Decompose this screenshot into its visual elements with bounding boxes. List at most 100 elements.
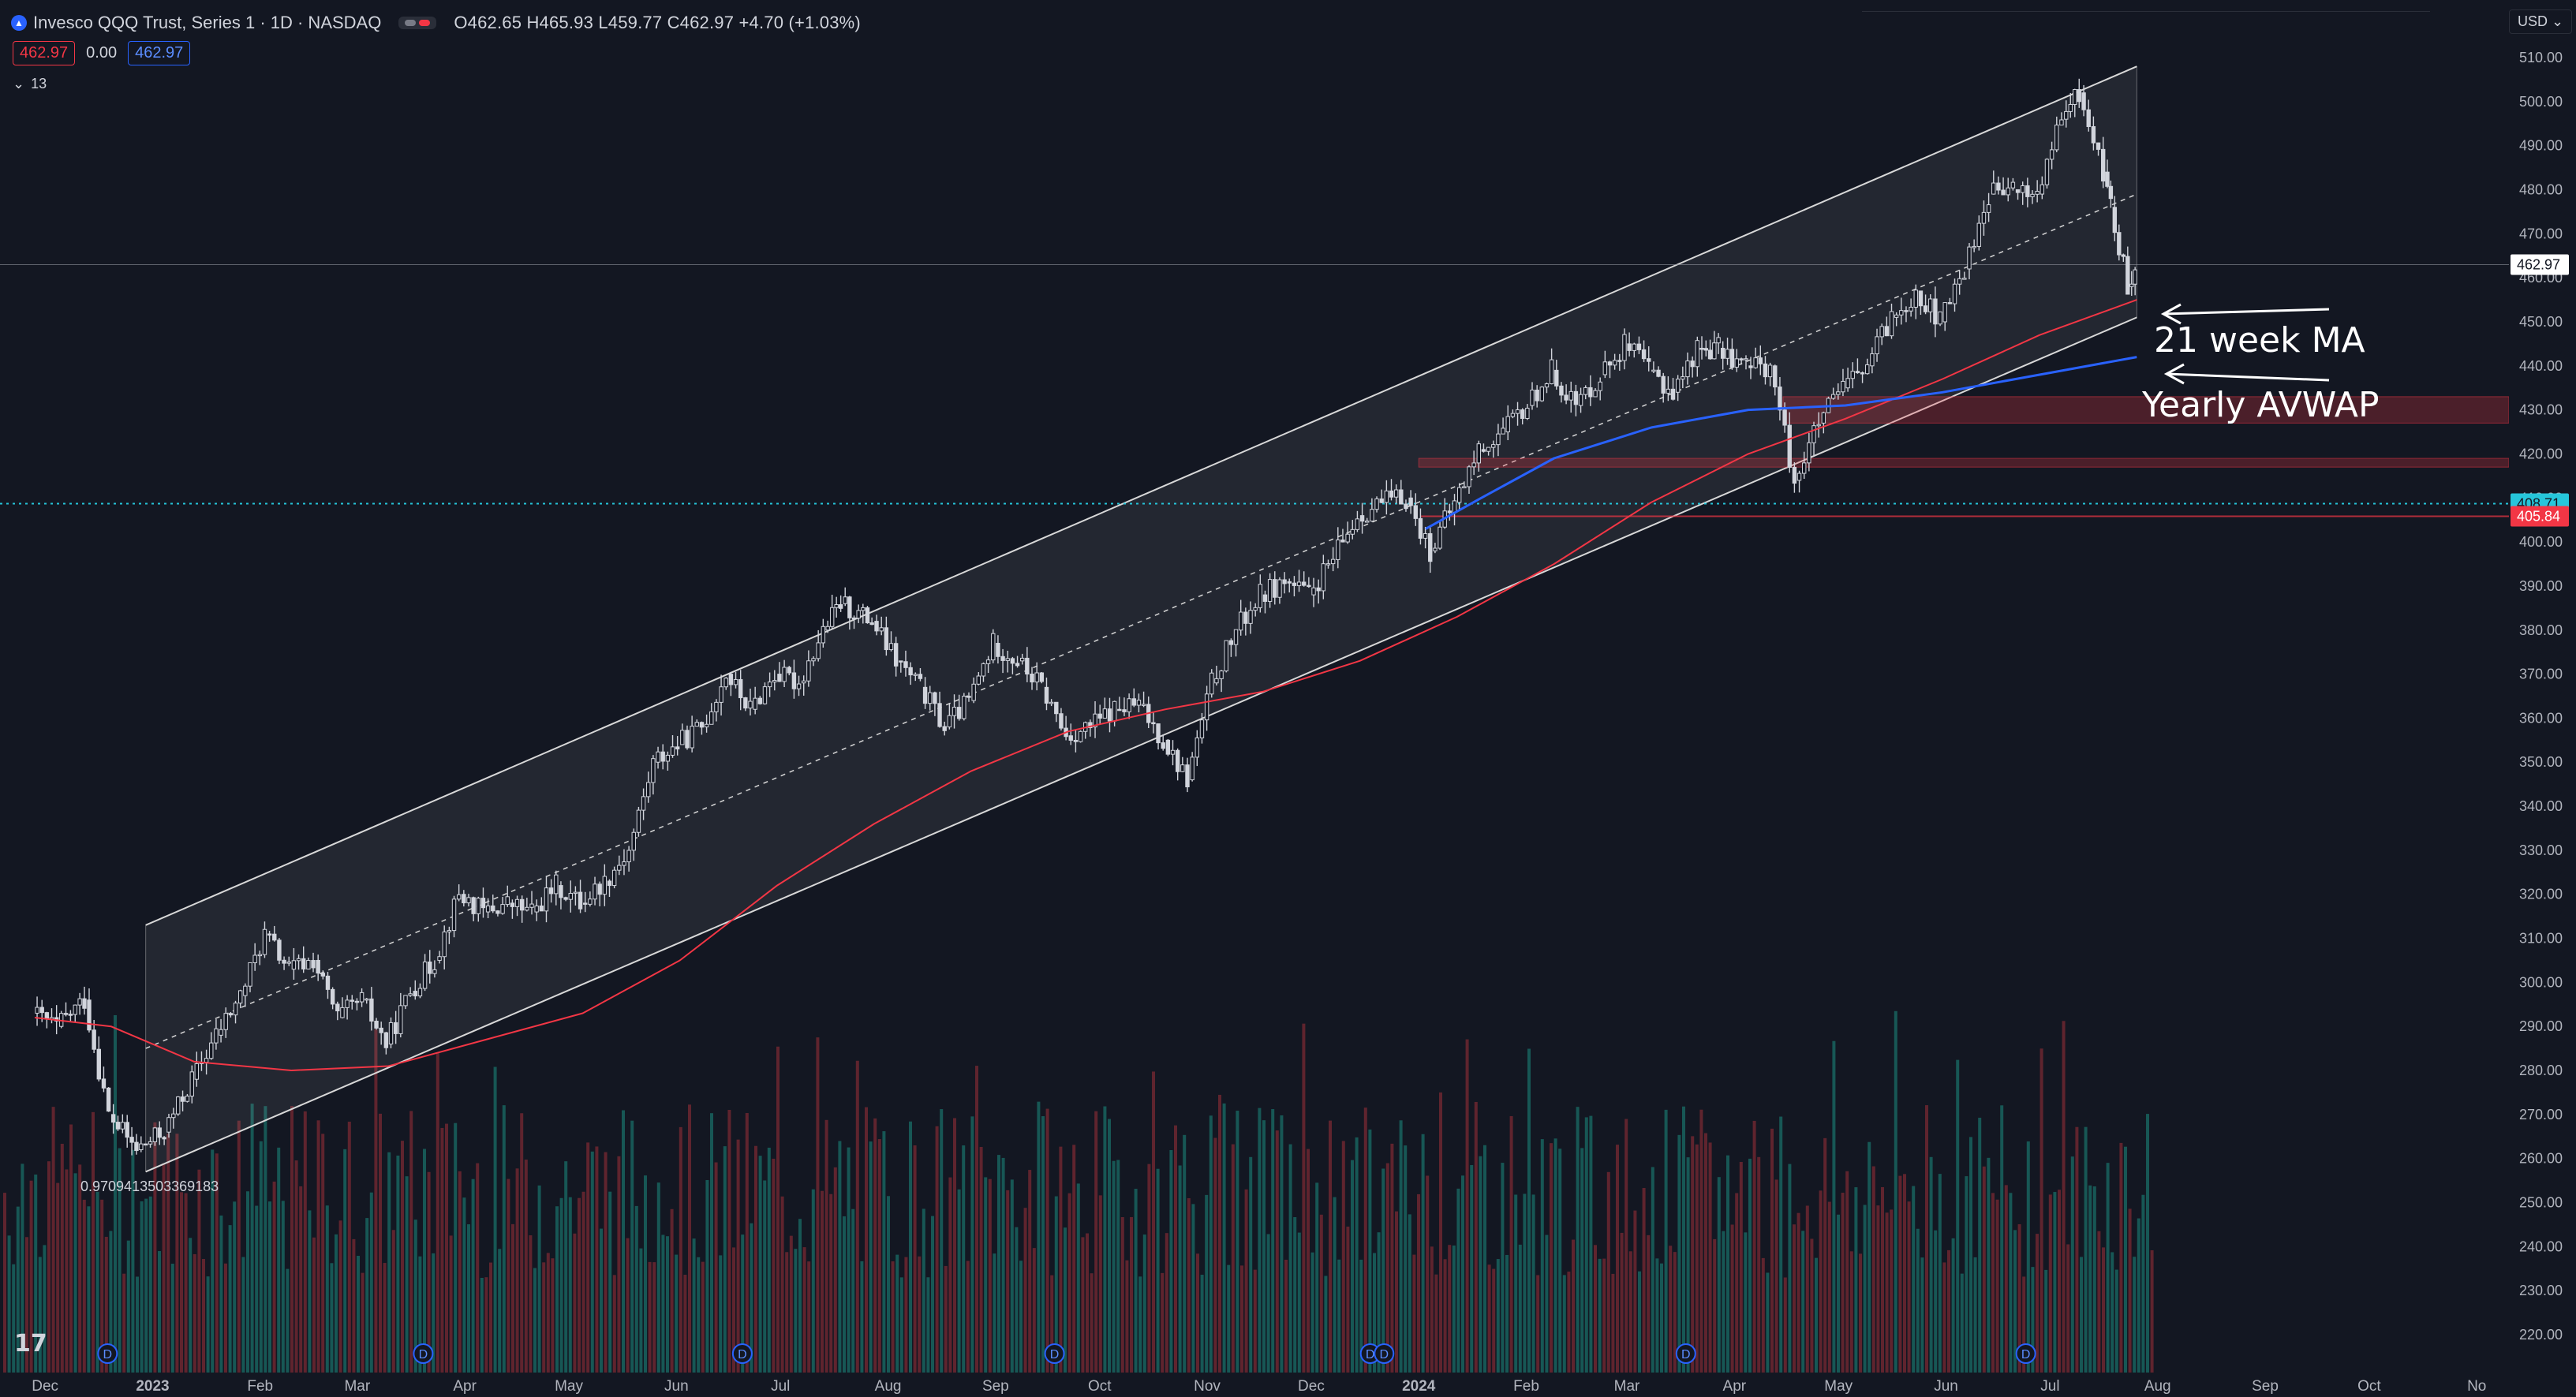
candle-body (139, 1143, 144, 1151)
candle-body (1219, 670, 1224, 679)
dividend-marker[interactable]: D (731, 1343, 753, 1364)
drawing-toolbar[interactable] (1862, 0, 2430, 12)
dividend-marker[interactable]: D (1374, 1343, 1395, 1364)
volume-bar (1638, 1271, 1641, 1373)
candle-body (1720, 347, 1725, 359)
volume-bar (1576, 1107, 1580, 1373)
volume-bar (891, 1261, 895, 1373)
visibility-toggle-icon[interactable] (398, 17, 437, 29)
volume-bar (100, 1199, 104, 1373)
avwap-line[interactable] (1425, 356, 2137, 530)
candle-body (539, 905, 544, 912)
volume-bar (286, 1268, 290, 1373)
volume-bar (1479, 1156, 1482, 1373)
channel-middle-line[interactable] (145, 193, 2137, 1049)
candle-body (1481, 449, 1486, 452)
annotation-arrows[interactable] (2160, 303, 2330, 385)
volume-bar (869, 1141, 873, 1373)
volume-bar (413, 1220, 417, 1373)
price-tag-text: 405.84 (2517, 509, 2560, 525)
candle-body (981, 663, 986, 677)
fib-ratio-label: 0.9709413503369183 (80, 1178, 219, 1194)
ma-line[interactable] (34, 299, 2137, 1071)
candle-body (2059, 119, 2064, 125)
candle-body (2020, 185, 2025, 193)
candle-body (593, 883, 597, 900)
candle-body (1725, 349, 1730, 359)
dividend-marker[interactable]: D (413, 1343, 434, 1364)
volume-bar (1624, 1119, 1628, 1373)
candle-body (166, 1117, 171, 1133)
volume-bar (47, 1161, 50, 1373)
y-tick-label: 280.00 (2519, 1063, 2563, 1078)
ma-arrow[interactable] (2163, 308, 2330, 316)
candle-body (134, 1141, 139, 1152)
candle-body (175, 1096, 181, 1115)
candle-body (1447, 510, 1453, 514)
volume-bar (909, 1121, 912, 1373)
volume-bar (754, 1145, 757, 1373)
candle-body (865, 607, 870, 624)
price-axis[interactable]: 510.00500.00490.00480.00470.00460.00450.… (2509, 0, 2576, 1397)
candle-body (767, 682, 772, 688)
volume-bar (1337, 1259, 1341, 1373)
volume-bar (1244, 1189, 1248, 1373)
candle-body (106, 1087, 111, 1112)
channel-fill[interactable] (145, 66, 2137, 1172)
volume-bar (95, 1191, 99, 1373)
candle-body (1850, 371, 1855, 379)
symbol-title[interactable]: Invesco QQQ Trust, Series 1 · 1D · NASDA… (33, 13, 382, 32)
volume-bar (701, 1261, 705, 1373)
candle-body (719, 686, 723, 703)
volume-bar (975, 1066, 978, 1373)
volume-bar (233, 1201, 237, 1373)
candle-body (1811, 425, 1816, 443)
volume-bar (1810, 1238, 1814, 1373)
candle-body (1107, 708, 1112, 722)
volume-bar (352, 1238, 356, 1373)
price-tag-text: 462.97 (2517, 257, 2560, 273)
avwap-arrow[interactable] (2166, 372, 2330, 382)
time-axis[interactable]: Dec 2023 Feb Mar Apr May Jun Jul Aug Sep Oct Nov Dec… (0, 1373, 2509, 1397)
volume-bar (1178, 1165, 1182, 1373)
volume-bar (847, 1147, 851, 1373)
candle-body (1379, 498, 1384, 503)
candle-body (1204, 693, 1209, 721)
dividend-marker-label: D (2021, 1348, 2031, 1362)
candle-body (68, 1014, 73, 1016)
volume-bar (931, 1216, 934, 1373)
volume-bar (944, 1265, 948, 1373)
support-zone[interactable] (1782, 396, 2510, 424)
volume-bar (802, 1247, 806, 1373)
candle-body (209, 1042, 214, 1059)
candle-body (1131, 698, 1136, 706)
candles[interactable] (35, 78, 2137, 1156)
dividend-marker[interactable]: D (1044, 1343, 1065, 1364)
dividend-marker-circle (97, 1343, 118, 1364)
currency-selector[interactable]: USD ⌄ (2509, 9, 2573, 34)
volume-bar (1134, 1189, 1138, 1373)
candle-body (563, 897, 568, 900)
volume-bar (1726, 1155, 1729, 1373)
indicators-collapse[interactable]: ⌄ 13 (13, 76, 47, 92)
volume-bar (1527, 1048, 1531, 1373)
volume-bar (383, 1263, 387, 1373)
candle-body (777, 674, 782, 682)
dividend-marker[interactable]: D (2015, 1343, 2036, 1364)
dividend-marker[interactable]: D (97, 1343, 118, 1364)
candle-body (1292, 582, 1297, 586)
channel-upper-line[interactable] (145, 65, 2137, 926)
support-zone[interactable] (1418, 458, 2510, 468)
candle-body (802, 680, 806, 684)
dividend-marker-label: D (1050, 1348, 1060, 1362)
x-tick-label: May (555, 1378, 583, 1395)
candle-body (1214, 678, 1219, 684)
candle-body (1248, 610, 1253, 624)
candle-body (1015, 663, 1020, 667)
channel-lower-line[interactable] (145, 316, 2137, 1173)
volume-bar (1837, 1214, 1840, 1373)
volume-bar (34, 1174, 38, 1373)
dividend-marker[interactable]: D (1675, 1343, 1696, 1364)
volume-bar (387, 1152, 391, 1373)
